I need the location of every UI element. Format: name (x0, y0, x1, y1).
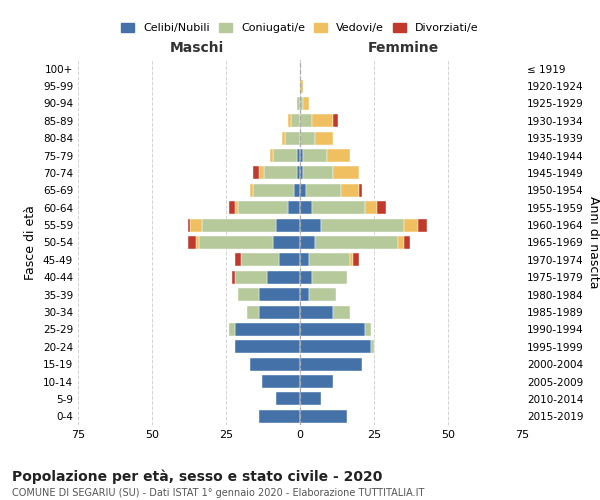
Bar (300, 288, 309, 301)
Bar (332, 306, 350, 318)
Bar (300, 306, 332, 318)
Bar (365, 201, 377, 214)
Bar (241, 254, 279, 266)
Bar (418, 218, 427, 232)
Bar (398, 236, 404, 249)
Bar (274, 236, 300, 249)
Bar (265, 166, 297, 179)
Bar (300, 410, 347, 423)
Bar (300, 132, 315, 144)
Bar (300, 340, 371, 353)
Text: COMUNE DI SEGARIU (SU) - Dati ISTAT 1° gennaio 2020 - Elaborazione TUTTITALIA.IT: COMUNE DI SEGARIU (SU) - Dati ISTAT 1° g… (12, 488, 424, 498)
Bar (188, 218, 190, 232)
Y-axis label: Anni di nascita: Anni di nascita (587, 196, 600, 289)
Bar (300, 358, 362, 370)
Bar (359, 184, 362, 197)
Bar (259, 166, 265, 179)
Bar (297, 97, 300, 110)
Bar (259, 306, 300, 318)
Bar (235, 270, 268, 284)
Bar (404, 218, 418, 232)
Bar (250, 184, 253, 197)
Bar (247, 306, 259, 318)
Bar (253, 184, 294, 197)
Text: Popolazione per età, sesso e stato civile - 2020: Popolazione per età, sesso e stato civil… (12, 470, 382, 484)
Bar (196, 236, 199, 249)
Bar (279, 254, 300, 266)
Bar (300, 375, 332, 388)
Bar (229, 323, 235, 336)
Bar (312, 270, 347, 284)
Bar (404, 236, 410, 249)
Bar (300, 201, 312, 214)
Bar (300, 270, 312, 284)
Bar (300, 218, 321, 232)
Bar (238, 288, 259, 301)
Bar (300, 254, 309, 266)
Bar (326, 149, 350, 162)
Bar (268, 270, 300, 284)
Bar (188, 236, 196, 249)
Bar (332, 166, 359, 179)
Bar (300, 114, 312, 128)
Bar (274, 149, 297, 162)
Bar (253, 166, 259, 179)
Bar (285, 132, 300, 144)
Bar (235, 340, 300, 353)
Bar (300, 392, 321, 406)
Bar (297, 149, 300, 162)
Bar (350, 254, 353, 266)
Bar (238, 201, 288, 214)
Bar (250, 358, 300, 370)
Bar (309, 288, 335, 301)
Bar (277, 392, 300, 406)
Bar (365, 323, 371, 336)
Bar (288, 114, 291, 128)
Bar (202, 218, 277, 232)
Bar (303, 149, 326, 162)
Bar (312, 114, 332, 128)
Bar (315, 132, 332, 144)
Bar (309, 254, 350, 266)
Bar (190, 218, 202, 232)
Bar (271, 149, 274, 162)
Bar (229, 201, 235, 214)
Bar (303, 166, 332, 179)
Bar (259, 410, 300, 423)
Text: Femmine: Femmine (368, 41, 439, 55)
Bar (235, 254, 241, 266)
Bar (300, 236, 315, 249)
Bar (315, 236, 398, 249)
Bar (288, 201, 300, 214)
Bar (262, 375, 300, 388)
Bar (332, 114, 338, 128)
Bar (199, 236, 274, 249)
Bar (291, 114, 300, 128)
Bar (300, 323, 365, 336)
Text: Maschi: Maschi (169, 41, 224, 55)
Bar (353, 254, 359, 266)
Bar (321, 218, 404, 232)
Y-axis label: Fasce di età: Fasce di età (25, 205, 37, 280)
Bar (306, 184, 341, 197)
Legend: Celibi/Nubili, Coniugati/e, Vedovi/e, Divorziati/e: Celibi/Nubili, Coniugati/e, Vedovi/e, Di… (117, 18, 483, 38)
Bar (277, 218, 300, 232)
Bar (300, 149, 303, 162)
Bar (300, 184, 306, 197)
Bar (300, 80, 303, 92)
Bar (235, 201, 238, 214)
Bar (341, 184, 359, 197)
Bar (232, 270, 235, 284)
Bar (303, 97, 309, 110)
Bar (300, 166, 303, 179)
Bar (377, 201, 386, 214)
Bar (282, 132, 285, 144)
Bar (300, 97, 303, 110)
Bar (235, 323, 300, 336)
Bar (297, 166, 300, 179)
Bar (371, 340, 374, 353)
Bar (312, 201, 365, 214)
Bar (259, 288, 300, 301)
Bar (294, 184, 300, 197)
